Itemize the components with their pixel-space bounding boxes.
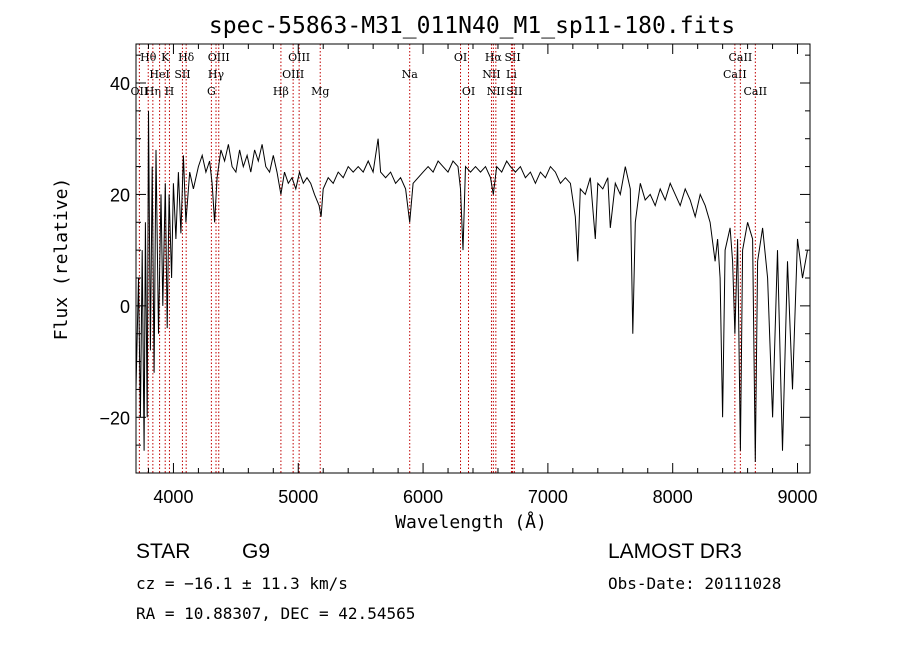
line-marker-label: SII: [506, 85, 522, 98]
x-tick-label: 9000: [777, 487, 817, 507]
line-marker-label: Na: [402, 68, 419, 81]
line-marker-label: OI: [454, 51, 467, 64]
line-marker-label: Li: [506, 68, 517, 81]
coordinates: RA = 10.88307, DEC = 42.54565: [136, 604, 416, 623]
line-marker-label: Hα: [485, 51, 503, 64]
line-marker-label: CaII: [743, 85, 767, 98]
plot-frame: [135, 43, 811, 474]
redshift-info: cz = −16.1 ± 11.3 km/s: [136, 574, 348, 593]
line-marker-label: HeI: [149, 68, 169, 81]
x-tick-label: 8000: [653, 487, 693, 507]
y-axis-label: Flux (relative): [51, 178, 72, 341]
line-marker-label: Hβ: [273, 85, 289, 98]
line-marker-label: Hθ: [140, 51, 157, 64]
line-marker-label: Mg: [311, 85, 329, 98]
y-tick-label: −20: [99, 408, 130, 428]
line-marker-label: H: [165, 85, 175, 98]
line-marker-label: Hδ: [178, 51, 195, 64]
series-group: [135, 110, 808, 462]
line-marker-label: OI: [462, 85, 475, 98]
x-axis-label: Wavelength (Å): [395, 511, 547, 533]
line-marker-label: CaII: [723, 68, 747, 81]
obs-date: Obs-Date: 20111028: [608, 574, 782, 593]
line-marker-label: NII: [482, 68, 500, 81]
line-marker-label: NII: [487, 85, 505, 98]
line-markers: OII Hθ Hη HeI K H SII Hδ G Hγ OIII Hβ OIII OIII Mg Na OI…: [131, 44, 767, 473]
line-marker-label: SII: [504, 51, 520, 64]
line-marker-label: Hη: [145, 85, 161, 98]
object-class: STAR: [136, 540, 191, 563]
x-tick-label: 5000: [278, 487, 318, 507]
series-line-0: [135, 110, 808, 462]
line-marker-label: CaII: [729, 51, 753, 64]
line-marker-label: OIII: [282, 68, 304, 81]
y-tick-label: 40: [110, 74, 130, 94]
chart-title: spec-55863-M31_011N40_M1_sp11-180.fits: [209, 13, 735, 39]
line-marker-label: G: [207, 85, 216, 98]
x-tick-label: 7000: [528, 487, 568, 507]
survey-name: LAMOST DR3: [608, 540, 742, 563]
y-tick-label: 0: [120, 297, 130, 317]
line-marker-label: Hγ: [208, 68, 225, 81]
axis-ticks: 4000 5000 6000 7000 8000 9000 −20 0 20 40: [99, 44, 818, 507]
line-marker-label: K: [161, 51, 170, 64]
line-marker-label: OII: [131, 85, 149, 98]
x-tick-label: 4000: [153, 487, 193, 507]
x-tick-label: 6000: [403, 487, 443, 507]
line-marker-label: SII: [174, 68, 190, 81]
line-marker-label: OIII: [208, 51, 230, 64]
object-subclass: G9: [242, 540, 271, 563]
line-marker-label: OIII: [288, 51, 310, 64]
y-tick-label: 20: [110, 185, 130, 205]
